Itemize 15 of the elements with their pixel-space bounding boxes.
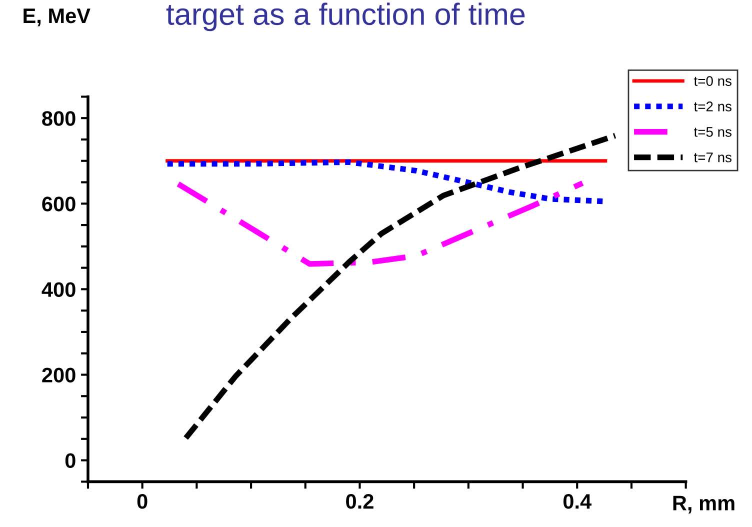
- x-tick-label: 0: [137, 494, 148, 509]
- x-tick-label: 0.4: [563, 494, 592, 509]
- y-tick-label: 800: [42, 111, 76, 126]
- legend-label: t=0 ns: [694, 76, 732, 86]
- chart-title: target as a function of time: [166, 2, 525, 32]
- x-axis-title: R, mm: [673, 496, 734, 514]
- y-tick-label: 200: [42, 368, 76, 382]
- y-tick-label: 600: [42, 196, 76, 212]
- x-tick-label: 0.2: [346, 494, 374, 509]
- legend-label: t=2 ns: [694, 102, 732, 112]
- legend-label: t=5 ns: [694, 127, 732, 137]
- y-tick-label: 400: [42, 282, 76, 297]
- y-axis-title: E, MeV: [24, 8, 90, 26]
- legend-label: t=7 ns: [694, 152, 732, 162]
- y-tick-label: 0: [65, 453, 76, 468]
